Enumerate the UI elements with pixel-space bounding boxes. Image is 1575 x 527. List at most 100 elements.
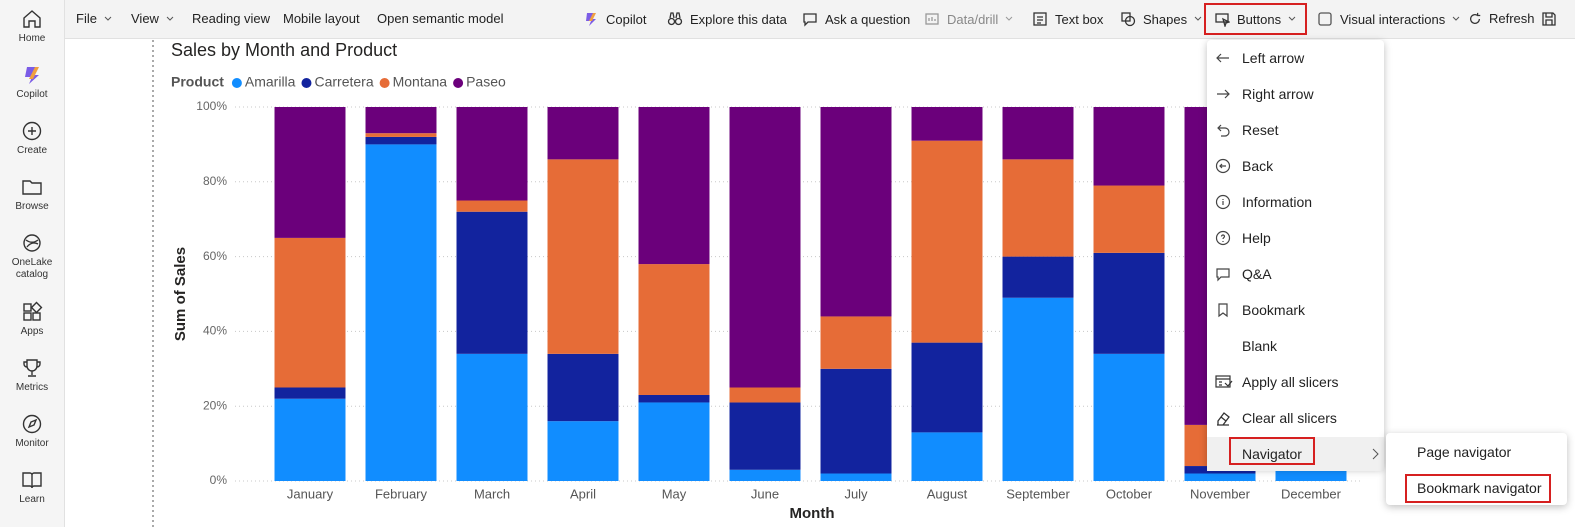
toolbar-label: Ask a question bbox=[825, 11, 911, 27]
bar-segment bbox=[911, 432, 983, 481]
bar-segment bbox=[365, 144, 437, 481]
bar-segment bbox=[911, 342, 983, 433]
toolbar-item[interactable]: Buttons bbox=[1214, 11, 1296, 27]
nav-label: Copilot bbox=[16, 89, 48, 100]
toolbar-item[interactable]: Open semantic model bbox=[377, 11, 503, 26]
bar-segment bbox=[729, 402, 801, 470]
bar-segment bbox=[274, 237, 346, 388]
toolbar-label: Copilot bbox=[606, 11, 647, 27]
bar-segment bbox=[365, 107, 437, 134]
bar-segment bbox=[1093, 185, 1165, 253]
menu-item[interactable]: Bookmark bbox=[1207, 293, 1384, 327]
menu-label: Navigator bbox=[1242, 446, 1302, 462]
save-icon[interactable] bbox=[1541, 11, 1557, 27]
toolbar-item[interactable]: Reading view bbox=[192, 11, 270, 26]
legend: Product Amarilla Carretera Montana Paseo bbox=[171, 74, 506, 90]
x-axis-title: Month bbox=[790, 505, 835, 522]
x-tick-label: September bbox=[1006, 486, 1070, 501]
bar-segment bbox=[365, 136, 437, 145]
toolbar-item[interactable]: Mobile layout bbox=[283, 11, 360, 26]
bar-segment bbox=[1184, 473, 1256, 481]
nav-item[interactable]: Browse bbox=[0, 176, 64, 213]
toolbar-label: Reading view bbox=[192, 11, 271, 26]
bar-segment bbox=[911, 140, 983, 343]
toolbar-item[interactable]: Visual interactions bbox=[1317, 11, 1460, 27]
legend-marker bbox=[453, 78, 464, 88]
menu-label: Bookmark bbox=[1242, 302, 1306, 318]
toolbar-label: Explore this data bbox=[690, 11, 787, 27]
bar-segment bbox=[638, 402, 710, 481]
nav-label: Metrics bbox=[15, 382, 49, 393]
bar-segment bbox=[638, 394, 710, 403]
nav-item[interactable]: Monitor bbox=[0, 413, 64, 450]
menu-item[interactable]: Blank bbox=[1207, 329, 1384, 363]
menu-item[interactable]: Right arrow bbox=[1207, 77, 1384, 111]
bar-segment bbox=[1002, 107, 1074, 160]
menu-item[interactable]: Back bbox=[1207, 149, 1384, 183]
toolbar-item[interactable]: Text box bbox=[1032, 11, 1103, 27]
submenu-item[interactable]: Page navigator bbox=[1417, 444, 1512, 460]
nav-item[interactable]: Create bbox=[0, 120, 64, 157]
toolbar-item[interactable]: View bbox=[131, 11, 174, 26]
submenu-item[interactable]: Bookmark navigator bbox=[1417, 480, 1542, 496]
nav-item[interactable]: Learn bbox=[0, 469, 64, 506]
toolbar-item[interactable]: File bbox=[76, 11, 112, 26]
menu-item[interactable]: Reset bbox=[1207, 113, 1384, 147]
nav-label: Create bbox=[16, 145, 47, 156]
menu-item[interactable]: Clear all slicers bbox=[1207, 401, 1384, 435]
menu-item[interactable]: Left arrow bbox=[1207, 41, 1384, 75]
legend-title: Product bbox=[171, 74, 224, 90]
toolbar-item[interactable]: Refresh bbox=[1468, 11, 1535, 26]
toolbar-item[interactable]: Ask a question bbox=[802, 11, 910, 27]
bar-segment bbox=[1002, 297, 1074, 481]
menu-label: Apply all slicers bbox=[1242, 374, 1339, 390]
bar-segment bbox=[729, 387, 801, 403]
toolbar-label: Text box bbox=[1055, 11, 1104, 27]
nav-item[interactable]: Apps bbox=[0, 301, 64, 338]
toolbar-item[interactable]: Explore this data bbox=[667, 11, 787, 27]
chart-title: Sales by Month and Product bbox=[171, 40, 397, 60]
menu-item[interactable]: Apply all slicers bbox=[1207, 365, 1384, 399]
left-nav: Home Copilot Create Browse OneLake catal… bbox=[0, 0, 65, 527]
toolbar-item[interactable]: Data/drill bbox=[924, 11, 1013, 27]
menu-label: Right arrow bbox=[1242, 86, 1314, 102]
toolbar-item[interactable]: Copilot bbox=[583, 11, 646, 27]
bar-segment bbox=[638, 264, 710, 395]
y-tick-label: 20% bbox=[203, 398, 227, 412]
bar-segment bbox=[820, 107, 892, 317]
menu-item[interactable]: Help bbox=[1207, 221, 1384, 255]
nav-label: Apps bbox=[20, 326, 44, 337]
toolbar-label: Visual interactions bbox=[1340, 11, 1446, 27]
bar-segment bbox=[729, 469, 801, 481]
x-tick-label: July bbox=[844, 486, 868, 501]
bar-segment bbox=[1093, 353, 1165, 481]
nav-item[interactable]: OneLake catalog bbox=[0, 232, 64, 281]
menu-label: Information bbox=[1242, 194, 1313, 210]
bar-segment bbox=[274, 107, 346, 238]
nav-item[interactable]: Copilot bbox=[0, 64, 64, 101]
x-tick-label: May bbox=[662, 486, 687, 501]
buttons-menu: Left arrow Right arrow Reset Back Inform… bbox=[1207, 40, 1384, 471]
highlight-box bbox=[1204, 3, 1307, 35]
nav-item[interactable]: Metrics bbox=[0, 357, 64, 394]
menu-item[interactable]: Q&A bbox=[1207, 257, 1384, 291]
bar-segment bbox=[456, 200, 528, 212]
menu-item[interactable]: Navigator bbox=[1207, 437, 1384, 471]
nav-label: Learn bbox=[19, 494, 45, 505]
bar-segment bbox=[547, 107, 619, 160]
bar-segment bbox=[365, 133, 437, 137]
x-tick-label: February bbox=[375, 486, 428, 501]
y-axis-title: Sum of Sales bbox=[172, 247, 189, 341]
toolbar-item[interactable]: Shapes bbox=[1120, 11, 1202, 27]
menu-item[interactable]: Information bbox=[1207, 185, 1384, 219]
toolbar-label: Open semantic model bbox=[377, 11, 504, 26]
legend-marker bbox=[301, 78, 312, 88]
nav-item[interactable]: Home bbox=[0, 8, 64, 45]
bar-segment bbox=[547, 353, 619, 422]
bar-segment bbox=[547, 159, 619, 354]
toolbar: File View Reading view Mobile layout Ope… bbox=[65, 0, 1575, 39]
menu-label: Back bbox=[1242, 158, 1274, 174]
nav-label: Home bbox=[18, 33, 46, 44]
menu-label: Left arrow bbox=[1242, 50, 1305, 66]
